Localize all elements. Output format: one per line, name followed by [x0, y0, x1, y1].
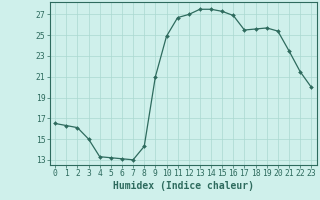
- X-axis label: Humidex (Indice chaleur): Humidex (Indice chaleur): [113, 181, 254, 191]
